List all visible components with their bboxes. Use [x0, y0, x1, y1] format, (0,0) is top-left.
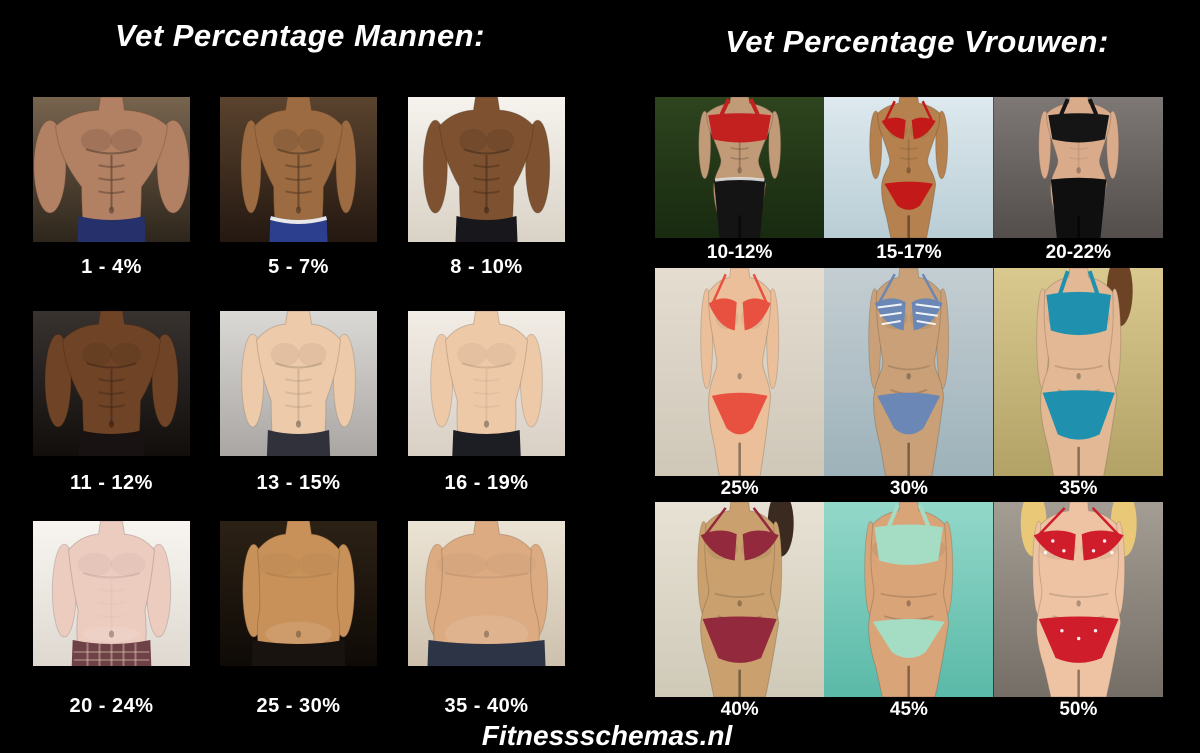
women-label-3: 20-22% — [1045, 242, 1112, 263]
men-label-3: 8 - 10% — [450, 256, 523, 278]
men-photo-7 — [33, 521, 190, 666]
men-label-2: 5 - 7% — [268, 256, 329, 278]
women-photo-9 — [993, 502, 1163, 697]
men-label-6: 16 - 19% — [444, 472, 529, 494]
women-photo-2 — [824, 97, 994, 238]
men-label-8: 25 - 30% — [256, 695, 341, 717]
men-label-4: 11 - 12% — [70, 472, 153, 494]
men-photo-6 — [408, 311, 565, 456]
men-label-1: 1 - 4% — [81, 256, 142, 278]
men-panel-title: Vet Percentage Mannen: — [115, 18, 485, 53]
women-photo-7 — [655, 502, 825, 697]
women-label-1: 10-12% — [706, 242, 773, 263]
women-photo-4 — [655, 268, 825, 476]
women-label-8: 45% — [889, 699, 928, 720]
men-photo-8 — [220, 521, 377, 666]
women-photo-5 — [824, 268, 994, 476]
women-label-2: 15-17% — [876, 242, 942, 263]
women-photo-8 — [824, 502, 994, 697]
women-label-4: 25% — [720, 478, 759, 499]
men-label-9: 35 - 40% — [444, 695, 529, 717]
men-photo-4 — [33, 311, 190, 456]
men-photo-9 — [408, 521, 565, 666]
footer-watermark: Fitnessschemas.nl — [481, 720, 733, 751]
women-photo-3 — [993, 97, 1163, 238]
women-label-7: 40% — [720, 699, 759, 720]
women-label-5: 30% — [889, 478, 928, 499]
women-label-6: 35% — [1059, 478, 1098, 499]
men-photo-5 — [220, 311, 377, 456]
women-photo-1 — [655, 97, 825, 238]
men-label-7: 20 - 24% — [69, 695, 154, 717]
women-panel-title: Vet Percentage Vrouwen: — [725, 24, 1109, 59]
men-label-5: 13 - 15% — [256, 472, 341, 494]
women-photo-6 — [993, 268, 1163, 476]
men-photo-3 — [408, 97, 565, 242]
men-photo-2 — [220, 97, 377, 242]
men-photo-1 — [33, 97, 190, 242]
women-label-9: 50% — [1059, 699, 1098, 720]
